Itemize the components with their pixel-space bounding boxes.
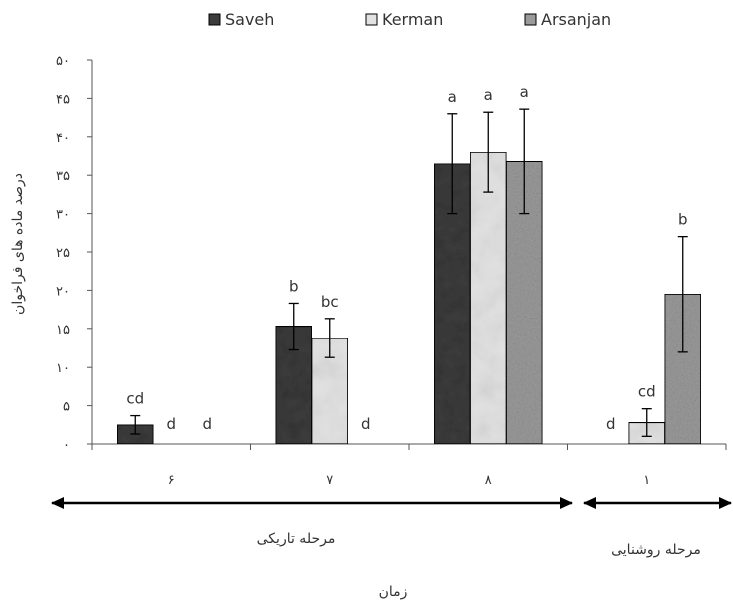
legend-item-arsanjan: Arsanjan <box>524 10 611 29</box>
legend-item-saveh: Saveh <box>208 10 274 29</box>
significance-letter-arsanjan: b <box>678 211 688 229</box>
y-tick-label: ۳۵ <box>56 169 70 184</box>
legend-swatch-kerman <box>365 13 378 26</box>
y-tick-label: ۴۵ <box>56 92 70 107</box>
bars <box>116 151 702 445</box>
x-axis-label: زمان <box>379 584 408 600</box>
significance-letter-arsanjan: d <box>361 415 371 433</box>
significance-letter-saveh: d <box>606 415 616 433</box>
y-axis-label: درصد ماده های فراخوان <box>10 173 26 315</box>
significance-letter-arsanjan: a <box>520 83 529 101</box>
significance-letter-kerman: bc <box>321 293 339 311</box>
y-tick-label: ۵ <box>63 400 70 415</box>
error-bars <box>130 108 688 437</box>
x-ticks: ۶ ۷ ۸ ۱ <box>91 444 727 488</box>
legend: Saveh Kerman Arsanjan <box>208 10 611 29</box>
legend-swatch-arsanjan <box>524 13 537 26</box>
legend-item-kerman: Kerman <box>365 10 443 29</box>
x-tick-label: ۱ <box>643 473 650 488</box>
x-tick-label: ۶ <box>168 473 175 488</box>
significance-letters: cd d d b bc d a a a d cd b <box>126 83 687 433</box>
significance-letter-kerman: cd <box>638 383 656 401</box>
legend-label-saveh: Saveh <box>225 10 274 29</box>
y-tick-label: ۴۰ <box>56 131 70 146</box>
phase-label-light: مرحله روشنایی <box>611 542 701 558</box>
x-tick-label: ۷ <box>326 473 333 488</box>
significance-letter-arsanjan: d <box>202 415 212 433</box>
significance-letter-saveh: cd <box>126 390 144 408</box>
significance-letter-saveh: a <box>448 88 457 106</box>
y-ticks: ۰ ۵ ۱۰ ۱۵ ۲۰ ۲۵ ۳۰ ۳۵ ۴۰ ۴۵ ۵۰ <box>56 54 92 453</box>
y-tick-label: ۲۵ <box>56 246 70 261</box>
significance-letter-kerman: a <box>484 86 493 104</box>
legend-label-kerman: Kerman <box>382 10 443 29</box>
y-tick-label: ۲۰ <box>56 284 70 299</box>
y-tick-label: ۰ <box>63 438 70 453</box>
y-tick-label: ۵۰ <box>56 54 70 69</box>
phase-label-dark: مرحله تاریکی <box>257 531 336 547</box>
significance-letter-saveh: b <box>289 277 299 295</box>
y-tick-label: ۱۰ <box>56 361 70 376</box>
legend-label-arsanjan: Arsanjan <box>541 10 611 29</box>
bar-kerman <box>469 151 507 445</box>
y-tick-label: ۱۵ <box>56 323 70 338</box>
significance-letter-kerman: d <box>166 415 176 433</box>
legend-swatch-saveh <box>208 13 221 26</box>
y-tick-label: ۳۰ <box>56 208 70 223</box>
x-tick-label: ۸ <box>485 473 492 488</box>
